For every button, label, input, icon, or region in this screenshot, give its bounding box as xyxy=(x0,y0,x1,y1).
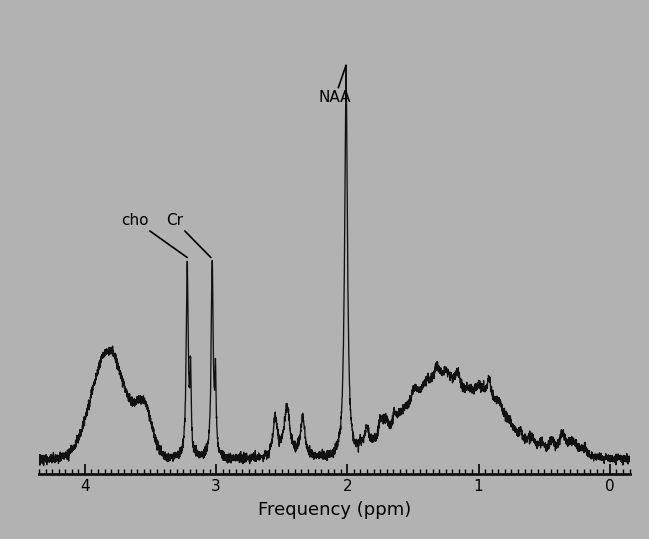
Text: NAA: NAA xyxy=(319,65,351,106)
X-axis label: Frequency (ppm): Frequency (ppm) xyxy=(258,501,411,519)
Text: Cr: Cr xyxy=(166,213,211,258)
Text: cho: cho xyxy=(121,213,188,258)
